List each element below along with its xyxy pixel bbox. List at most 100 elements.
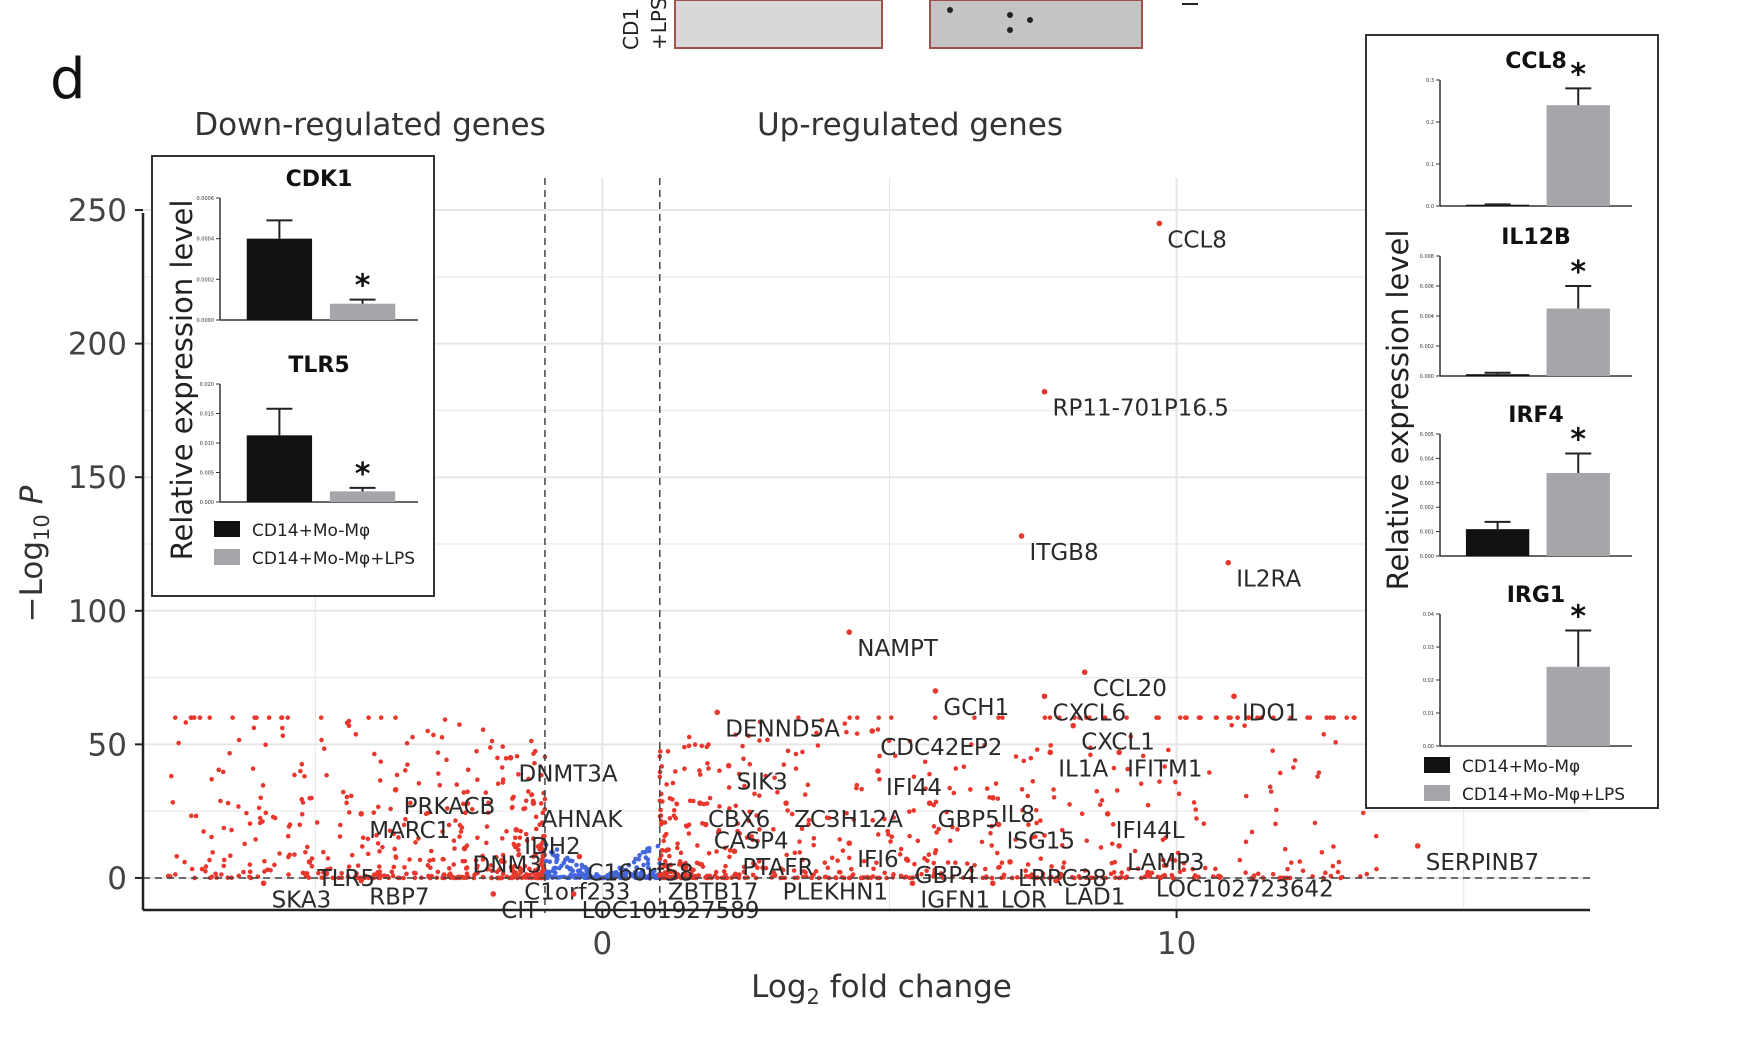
gene-point [760, 865, 765, 871]
gene-point [699, 861, 704, 867]
gene-point [1191, 800, 1197, 805]
gene-point [247, 821, 253, 826]
gene-point [452, 846, 457, 851]
gene-point [480, 857, 486, 862]
gene-point [1338, 875, 1343, 881]
gene-point [1292, 758, 1298, 763]
gene-point-labelled [697, 800, 703, 806]
gene-point [763, 865, 769, 871]
gene-point [401, 875, 406, 881]
gene-point [670, 780, 676, 786]
gene-point [298, 768, 303, 774]
gene-point [199, 866, 205, 872]
inset-significance: * [1570, 57, 1586, 92]
gene-point [377, 849, 382, 854]
gene-point [800, 749, 805, 755]
gene-point [1173, 779, 1178, 785]
gene-point [1157, 779, 1162, 784]
gene-point [518, 828, 523, 834]
gene-point [662, 820, 668, 825]
gene-point [371, 810, 377, 815]
gene-point [531, 751, 536, 756]
gene-point [1028, 755, 1034, 761]
gene-point [1333, 740, 1338, 745]
gene-point [1360, 810, 1366, 816]
gene-point [682, 744, 687, 750]
gene-point [672, 869, 678, 875]
gene-point [727, 854, 732, 860]
gene-point [861, 858, 867, 864]
gene-point [454, 782, 460, 787]
gene-label: IDH2 [524, 834, 580, 860]
gene-point [511, 841, 517, 847]
gene-point [458, 829, 464, 834]
gene-label: LAD1 [1064, 885, 1125, 911]
gene-point-nonsig [580, 864, 585, 870]
gene-point [740, 743, 745, 749]
gene-point [515, 847, 521, 853]
gene-point [1207, 770, 1212, 775]
gene-point [389, 869, 395, 875]
gene-point [488, 863, 494, 868]
gene-point [1321, 732, 1327, 737]
gene-point [763, 773, 768, 779]
gene-point [840, 848, 846, 853]
gene-point [1288, 860, 1294, 865]
gene-point [1000, 715, 1005, 720]
gene-point [168, 773, 174, 779]
gene-point [220, 769, 226, 775]
gene-point [1163, 835, 1168, 840]
gene-point-labelled [1104, 811, 1111, 817]
gene-point [435, 750, 441, 755]
gene-point-labelled [714, 709, 721, 716]
gene-point-labelled [513, 827, 520, 833]
gene-point [536, 875, 541, 880]
gene-point [396, 835, 401, 840]
gene-point-labelled [1116, 843, 1122, 849]
gene-point [668, 869, 674, 875]
gene-point [1109, 841, 1115, 847]
gene-point [736, 771, 742, 777]
up-regulated-title: Up-regulated genes [757, 107, 1063, 143]
inset-y-tick-label: 0.005 [200, 471, 214, 477]
gene-point [1255, 871, 1261, 877]
gene-point [221, 825, 227, 831]
gene-point [749, 833, 754, 839]
gene-point [850, 872, 856, 877]
gene-point [678, 850, 684, 856]
gene-point [717, 804, 722, 809]
bar-insets: Relative expression levelCDK10.00000.000… [151, 34, 1659, 809]
gene-point-nonsig [565, 855, 570, 861]
gene-point [936, 826, 942, 832]
gene-point [213, 871, 218, 877]
gene-point [321, 849, 326, 855]
gene-point [1110, 822, 1116, 827]
gene-point [984, 786, 990, 791]
gene-point-labelled [909, 880, 916, 887]
gene-point [1268, 789, 1274, 794]
gene-point [1099, 798, 1105, 803]
gene-point [752, 862, 758, 868]
gene-point [542, 796, 548, 802]
gene-point [1373, 833, 1379, 839]
gene-label: IL2RA [1236, 567, 1301, 593]
gene-point [405, 762, 410, 767]
gene-point [464, 871, 470, 876]
gene-point [221, 857, 227, 863]
right-inset-ylabel: Relative expression level [1381, 230, 1415, 591]
gene-point [393, 715, 398, 720]
gene-point [1072, 715, 1077, 720]
fragment-label-a: CD1 [619, 8, 643, 50]
gene-point [686, 743, 692, 749]
gene-point [236, 804, 241, 809]
gene-point [1331, 844, 1336, 849]
gene-point [540, 810, 546, 816]
gene-point [851, 817, 857, 822]
gene-point [805, 782, 811, 788]
gene-point [1335, 869, 1341, 875]
gene-point [344, 800, 349, 806]
gene-point [875, 832, 881, 837]
gene-point [811, 872, 816, 877]
gene-point [485, 810, 491, 815]
gene-point [1374, 866, 1379, 872]
